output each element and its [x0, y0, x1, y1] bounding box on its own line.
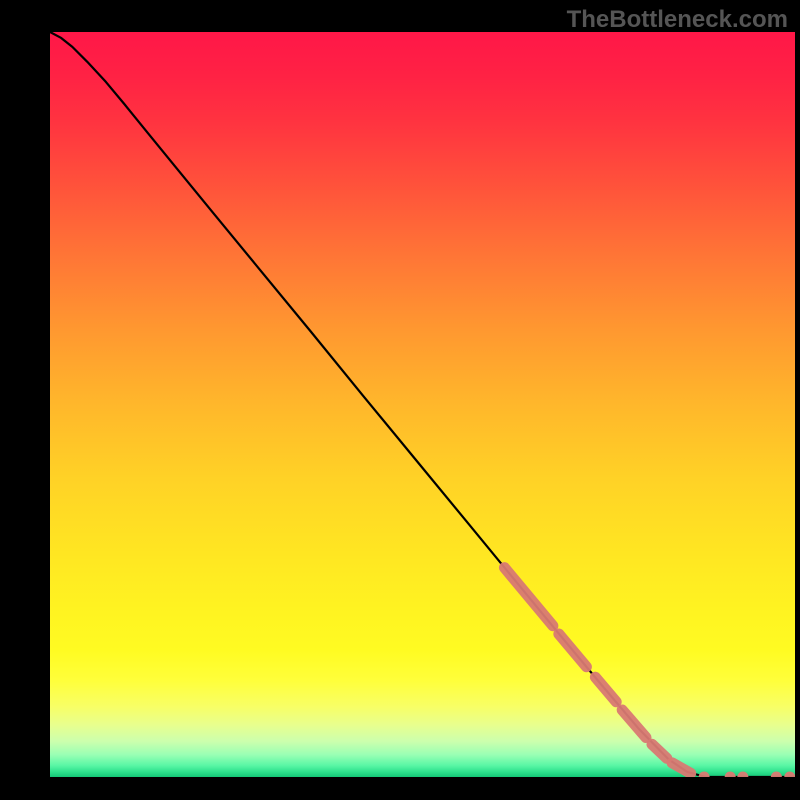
marker-dot [699, 772, 710, 778]
marker-segment [672, 763, 691, 773]
marker-dot [725, 772, 736, 778]
marker-segment [559, 634, 587, 667]
plot-area [50, 32, 795, 777]
marker-dot [737, 772, 748, 778]
marker-dot [784, 772, 795, 778]
chart-stage: TheBottleneck.com [0, 0, 800, 800]
marker-dot [771, 772, 782, 778]
marker-segment [622, 710, 646, 738]
marker-segment [504, 568, 552, 626]
watermark-text: TheBottleneck.com [567, 6, 788, 34]
curve-layer [50, 32, 795, 777]
bottleneck-curve [50, 32, 795, 777]
marker-segment [595, 677, 616, 702]
marker-segment [652, 744, 667, 758]
